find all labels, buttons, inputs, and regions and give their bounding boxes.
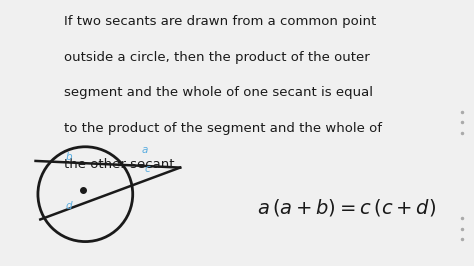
Text: outside a circle, then the product of the outer: outside a circle, then the product of th… [64,51,370,64]
Text: c: c [144,164,150,174]
Text: to the product of the segment and the whole of: to the product of the segment and the wh… [64,122,382,135]
Text: the other secant.: the other secant. [64,158,179,171]
Text: $a\,(a + b) = c\,(c + d)$: $a\,(a + b) = c\,(c + d)$ [256,197,436,218]
Text: a: a [141,145,148,155]
Text: If two secants are drawn from a common point: If two secants are drawn from a common p… [64,15,376,28]
Text: b: b [65,152,72,162]
Text: segment and the whole of one secant is equal: segment and the whole of one secant is e… [64,86,373,99]
Text: d: d [65,201,72,211]
